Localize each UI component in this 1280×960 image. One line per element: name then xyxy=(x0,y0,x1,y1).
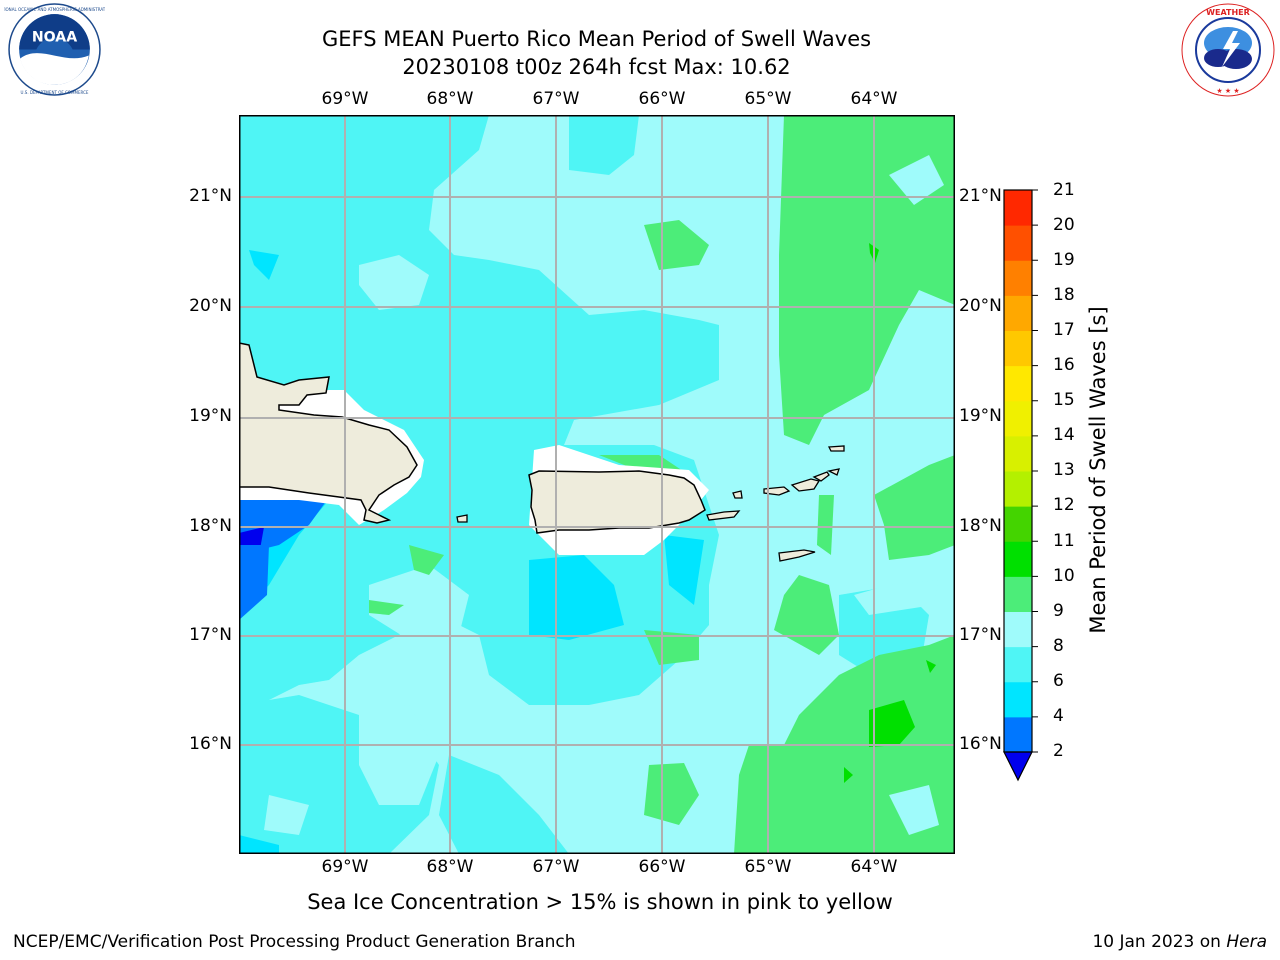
field-8-9s-patch xyxy=(854,155,944,835)
colorbar-tick: 18 xyxy=(1053,285,1075,305)
colorbar-band xyxy=(1004,295,1032,331)
field-8-9s-patch xyxy=(264,255,539,835)
svg-text:★ ★ ★: ★ ★ ★ xyxy=(1216,87,1239,95)
lat-label-left: 18°N xyxy=(189,516,232,536)
lat-label-right: 20°N xyxy=(959,296,1002,316)
swell-period-map xyxy=(239,115,955,854)
lat-label-left: 21°N xyxy=(189,186,232,206)
colorbar-band xyxy=(1004,716,1032,753)
colorbar-band xyxy=(1004,541,1032,577)
map-frame xyxy=(239,115,955,854)
sea-ice-note: Sea Ice Concentration > 15% is shown in … xyxy=(307,890,893,914)
noaa-logo-icon: NOAA NATIONAL OCEANIC AND ATMOSPHERIC AD… xyxy=(4,3,105,96)
colorbar-band xyxy=(1004,400,1032,437)
lon-label-bottom: 68°W xyxy=(426,857,474,877)
noaa-logo-text: NOAA xyxy=(32,29,77,45)
colorbar-tick: 8 xyxy=(1053,636,1064,656)
lon-label-bottom: 65°W xyxy=(744,857,792,877)
footer-date: 10 Jan 2023 on Hera xyxy=(1092,932,1267,952)
lon-label-bottom: 64°W xyxy=(850,857,898,877)
lon-label-bottom: 67°W xyxy=(532,857,580,877)
colorbar-extend-arrow xyxy=(1003,751,1033,782)
colorbar-band xyxy=(1004,330,1032,367)
svg-text:U.S. DEPARTMENT OF COMMERCE: U.S. DEPARTMENT OF COMMERCE xyxy=(21,90,89,95)
colorbar-band xyxy=(1004,611,1032,648)
colorbar-tick: 12 xyxy=(1053,495,1075,515)
lon-label-top: 67°W xyxy=(532,89,580,109)
colorbar-tick: 16 xyxy=(1053,355,1075,375)
colorbar-band xyxy=(1004,681,1032,718)
lon-label-top: 66°W xyxy=(638,89,686,109)
colorbar-tick: 9 xyxy=(1053,601,1064,621)
colorbar-band xyxy=(1004,260,1032,296)
colorbar-band xyxy=(1004,506,1032,542)
lat-label-right: 21°N xyxy=(959,186,1002,206)
colorbar-band xyxy=(1004,471,1032,507)
field-4-6s xyxy=(239,250,704,854)
lat-label-right: 16°N xyxy=(959,734,1002,754)
lon-label-top: 68°W xyxy=(426,89,474,109)
colorbar-label: Mean Period of Swell Waves [s] xyxy=(1086,306,1110,634)
colorbar-tick: 20 xyxy=(1053,215,1075,235)
colorbar-tick: 14 xyxy=(1053,425,1075,445)
colorbar-tick: 11 xyxy=(1053,531,1075,551)
colorbar-band xyxy=(1004,576,1032,612)
colorbar-band xyxy=(1004,190,1032,226)
hispaniola-land xyxy=(239,342,418,524)
nws-logo-icon: WEATHER ★ ★ ★ xyxy=(1181,3,1275,97)
colorbar-band xyxy=(1004,365,1032,402)
lat-label-left: 20°N xyxy=(189,296,232,316)
colorbar-tick: 2 xyxy=(1053,741,1064,761)
footer-credit: NCEP/EMC/Verification Post Processing Pr… xyxy=(13,932,576,952)
lat-label-left: 19°N xyxy=(189,406,232,426)
map-gridlines xyxy=(239,115,955,854)
svg-text:NATIONAL OCEANIC AND ATMOSPHER: NATIONAL OCEANIC AND ATMOSPHERIC ADMINIS… xyxy=(4,7,105,12)
colorbar-band xyxy=(1004,225,1032,261)
lon-label-top: 69°W xyxy=(321,89,369,109)
lat-label-left: 16°N xyxy=(189,734,232,754)
colorbar-tick: 15 xyxy=(1053,390,1075,410)
chart-title: GEFS MEAN Puerto Rico Mean Period of Swe… xyxy=(321,27,872,51)
lat-label-left: 17°N xyxy=(189,625,232,645)
colorbar xyxy=(1003,189,1038,782)
chart-subtitle: 20230108 t00z 264h fcst Max: 10.62 xyxy=(402,55,791,79)
colorbar-band xyxy=(1004,435,1032,472)
lat-label-right: 18°N xyxy=(959,516,1002,536)
svg-text:WEATHER: WEATHER xyxy=(1206,8,1250,17)
lon-label-bottom: 66°W xyxy=(638,857,686,877)
small-islands xyxy=(456,445,845,562)
lon-label-top: 64°W xyxy=(850,89,898,109)
colorbar-tick: 10 xyxy=(1053,566,1075,586)
colorbar-tick: 17 xyxy=(1053,320,1075,340)
colorbar-tick: 21 xyxy=(1053,180,1075,200)
lat-label-right: 17°N xyxy=(959,625,1002,645)
colorbar-tick: 4 xyxy=(1053,706,1064,726)
colorbar-tick: 6 xyxy=(1053,671,1064,691)
colorbar-tick: 13 xyxy=(1053,460,1075,480)
lon-label-top: 65°W xyxy=(744,89,792,109)
lon-label-bottom: 69°W xyxy=(321,857,369,877)
colorbar-band xyxy=(1004,646,1032,683)
lat-label-right: 19°N xyxy=(959,406,1002,426)
colorbar-tick: 19 xyxy=(1053,250,1075,270)
